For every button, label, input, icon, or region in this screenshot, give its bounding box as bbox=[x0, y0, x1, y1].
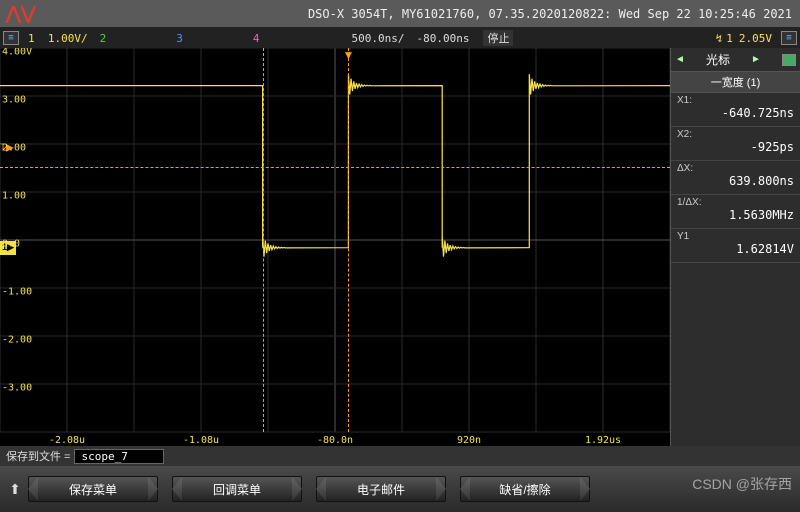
cursor-readout: X1:-640.725ns bbox=[671, 93, 800, 127]
watermark: CSDN @张存西 bbox=[692, 474, 792, 494]
trigger-menu-icon[interactable]: ≡ bbox=[781, 31, 797, 45]
cursor-readout: 1/ΔX:1.5630MHz bbox=[671, 195, 800, 229]
ch2-indicator[interactable]: 2 bbox=[96, 32, 111, 45]
panel-menu-icon[interactable] bbox=[782, 54, 796, 66]
cursor-panel: ◄ 光标 ► 一宽度 (1) X1:-640.725nsX2:-925psΔX:… bbox=[670, 48, 800, 446]
panel-subtitle: 一宽度 (1) bbox=[671, 72, 800, 93]
title-bar: ⋀⋁ KEYSIGHT TECHNOLOGIES DSO-X 3054T, MY… bbox=[0, 0, 800, 28]
softkey-button[interactable]: 缺省/擦除 bbox=[460, 476, 590, 502]
panel-prev-icon[interactable]: ◄ bbox=[675, 54, 685, 65]
main-area: ▼T▶1▶4.00V3.002.001.000.0-1.00-2.00-3.00… bbox=[0, 48, 800, 446]
softkey-button[interactable]: 保存菜单 bbox=[28, 476, 158, 502]
cursor-readout: ΔX:639.800ns bbox=[671, 161, 800, 195]
panel-next-icon[interactable]: ► bbox=[751, 54, 761, 65]
file-bar: 保存到文件 = scope_7 bbox=[0, 446, 800, 466]
menu-icon[interactable]: ≡ bbox=[3, 31, 19, 45]
logo-mark-icon: ⋀⋁ bbox=[6, 3, 36, 24]
waveform-display[interactable]: ▼T▶1▶4.00V3.002.001.000.0-1.00-2.00-3.00… bbox=[0, 48, 670, 446]
cursor-readout: X2:-925ps bbox=[671, 127, 800, 161]
trigger-edge-icon: ↯ bbox=[712, 32, 727, 45]
device-info: DSO-X 3054T, MY61021760, 07.35.202012082… bbox=[308, 7, 800, 21]
softkey-button[interactable]: 回调菜单 bbox=[172, 476, 302, 502]
channel-bar: ≡ 1 1.00V/ 2 3 4 500.0ns/ -80.00ns 停止 ↯ … bbox=[0, 28, 800, 48]
trigger-channel[interactable]: 1 bbox=[726, 32, 733, 45]
file-label: 保存到文件 = bbox=[6, 448, 70, 464]
acq-state: 停止 bbox=[483, 30, 513, 46]
ch1-indicator[interactable]: 1 1.00V/ bbox=[24, 32, 92, 45]
softkey-up-icon[interactable]: ⬆ bbox=[6, 481, 24, 498]
ch4-indicator[interactable]: 4 bbox=[249, 32, 264, 45]
softkey-button[interactable]: 电子邮件 bbox=[316, 476, 446, 502]
panel-title: 光标 bbox=[706, 51, 730, 68]
timebase-scale[interactable]: 500.0ns/ bbox=[346, 32, 411, 45]
filename-field[interactable]: scope_7 bbox=[74, 449, 164, 464]
ch3-indicator[interactable]: 3 bbox=[172, 32, 187, 45]
cursor-readout: Y11.62814V bbox=[671, 229, 800, 263]
softkey-bar: ⬆ 保存菜单回调菜单电子邮件缺省/擦除 bbox=[0, 466, 800, 512]
timebase-delay[interactable]: -80.00ns bbox=[410, 32, 475, 45]
trigger-level[interactable]: 2.05V bbox=[733, 32, 778, 45]
